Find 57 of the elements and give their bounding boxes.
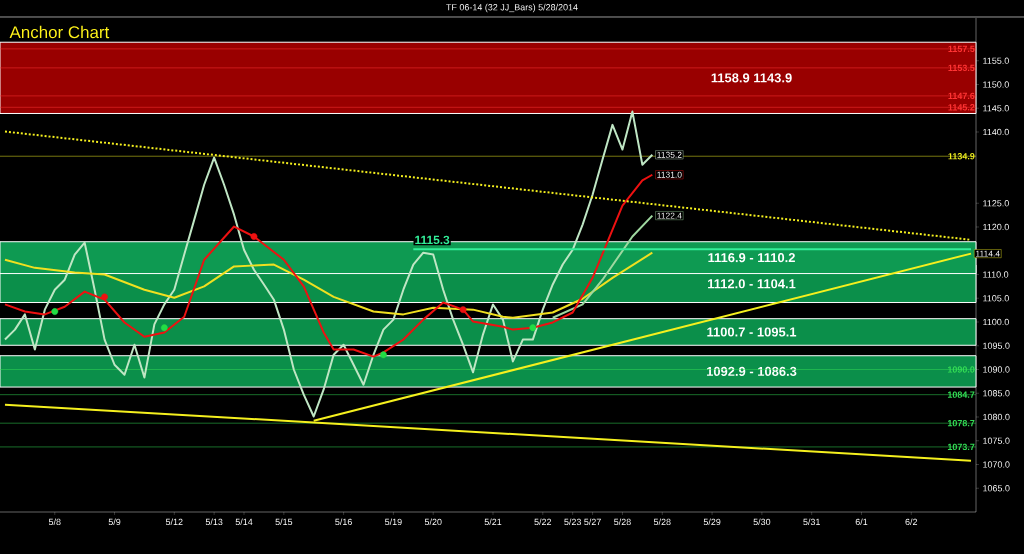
y-tick-label: 1140.0 [983, 128, 1009, 136]
data-label: 1131.0 [657, 171, 682, 178]
x-tick-label: 5/13 [205, 518, 223, 526]
x-tick-label: 5/8 [48, 518, 61, 526]
ref-line-label: 1147.6 [948, 92, 975, 100]
y-tick-label: 1075.0 [983, 437, 1010, 444]
x-tick-label: 5/14 [235, 518, 253, 526]
x-tick-label: 5/29 [703, 518, 721, 526]
x-tick-label: 5/28 [653, 518, 671, 526]
y-tick-label: 1150.0 [983, 81, 1009, 88]
x-tick-label: 5/16 [335, 518, 352, 526]
x-tick-label: 5/21 [484, 518, 502, 526]
y-tick-label: 1100.0 [983, 318, 1009, 326]
x-tick-label: 5/27 [584, 518, 601, 526]
series-label: 1115.3 [415, 235, 450, 245]
y-tick-label: 1095.0 [983, 342, 1010, 349]
y-tick-label: 1090.0 [983, 366, 1010, 373]
band-label: 1100.7 - 1095.1 [707, 327, 797, 337]
y-tick-label: 1065.0 [983, 485, 1010, 492]
chart-subtitle: Anchor Chart [9, 25, 110, 39]
y-tick-label: 1155.0 [983, 57, 1009, 64]
y-tick-label: 1105.0 [983, 295, 1009, 302]
y-tick-label: 1070.0 [983, 461, 1010, 468]
x-tick-label: 5/30 [753, 518, 771, 526]
x-tick-label: 5/19 [385, 518, 402, 526]
y-tick-label: 1120.0 [983, 223, 1009, 231]
x-tick-label: 6/1 [855, 518, 868, 526]
data-label: 1122.4 [657, 212, 682, 219]
y-tick-label: 1125.0 [983, 200, 1009, 207]
chart-title: TF 06-14 (32 JJ_Bars) 5/28/2014 [446, 3, 578, 13]
ref-line-label: 1153.5 [948, 64, 975, 72]
data-label: 1114.4 [976, 250, 1000, 257]
y-tick-label: 1110.0 [983, 271, 1009, 278]
x-tick-label: 5/31 [803, 518, 820, 526]
ref-line-label: 1157.5 [948, 45, 975, 52]
band-label: 1092.9 - 1086.3 [706, 366, 797, 376]
x-tick-label: 5/12 [165, 518, 183, 526]
band-label: 1116.9 - 1110.2 [708, 253, 795, 263]
band-label: 1158.9 1143.9 [711, 73, 792, 83]
ref-line-label: 1145.2 [948, 104, 975, 111]
x-tick-label: 5/15 [275, 518, 293, 526]
y-tick-label: 1145.0 [983, 105, 1009, 112]
data-label: 1135.2 [657, 151, 682, 158]
x-tick-label: 5/22 [534, 518, 552, 526]
ref-line-label: 1134.9 [948, 153, 975, 160]
x-tick-label: 5/20 [424, 518, 442, 526]
x-tick-label: 5/9 [108, 518, 121, 526]
ref-line-label: 1073.7 [947, 443, 975, 451]
ref-line-label: 1078.7 [947, 420, 975, 427]
x-tick-label: 5/23 [564, 518, 581, 526]
x-tick-label: 5/28 [614, 518, 631, 526]
band-label: 1112.0 - 1104.1 [708, 279, 796, 289]
ref-line-label: 1090.0 [947, 366, 975, 373]
x-tick-label: 6/2 [905, 518, 918, 526]
y-tick-label: 1080.0 [983, 413, 1010, 421]
y-tick-label: 1085.0 [983, 390, 1010, 397]
ref-line-label: 1084.7 [947, 391, 975, 398]
